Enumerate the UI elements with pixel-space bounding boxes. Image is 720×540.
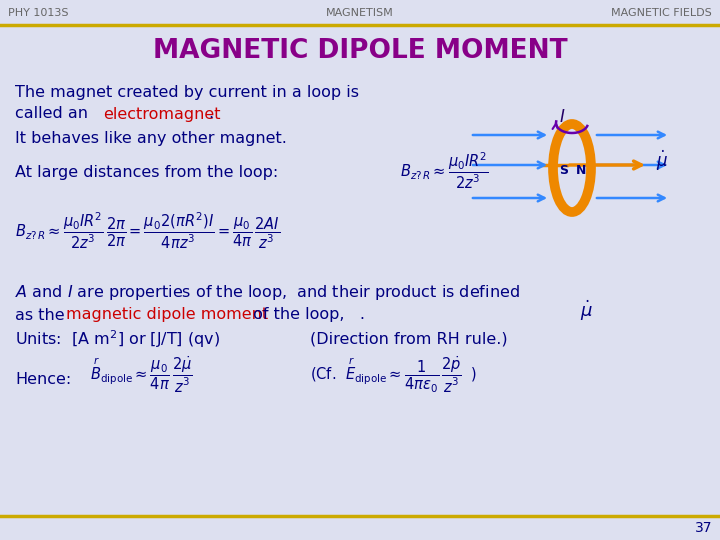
Text: $\dot{\mu}$: $\dot{\mu}$ — [656, 149, 668, 173]
Text: as the: as the — [15, 307, 70, 322]
Text: MAGNETISM: MAGNETISM — [326, 8, 394, 18]
Text: of the loop,   .: of the loop, . — [248, 307, 365, 322]
Text: Units:  [A m$^2$] or [J/T] (qv): Units: [A m$^2$] or [J/T] (qv) — [15, 328, 220, 350]
Text: $B_{z?\,R} \approx \dfrac{\mu_0 IR^2}{2z^3}\,\dfrac{2\pi}{2\pi} = \dfrac{\mu_0 2: $B_{z?\,R} \approx \dfrac{\mu_0 IR^2}{2z… — [15, 211, 280, 252]
Text: MAGNETIC FIELDS: MAGNETIC FIELDS — [611, 8, 712, 18]
Text: 37: 37 — [695, 521, 712, 535]
Text: $\overset{r}{B}_{\mathrm{dipole}} \approx \dfrac{\mu_0}{4\pi}\,\dfrac{2\dot{\mu}: $\overset{r}{B}_{\mathrm{dipole}} \appro… — [90, 355, 193, 395]
Text: $I$: $I$ — [559, 108, 565, 126]
Text: $A$ and $I$ are properties of the loop,  and their product is defined: $A$ and $I$ are properties of the loop, … — [15, 284, 520, 302]
Text: N: N — [576, 164, 586, 177]
Text: called an: called an — [15, 106, 93, 122]
Text: It behaves like any other magnet.: It behaves like any other magnet. — [15, 131, 287, 145]
Text: magnetic dipole moment: magnetic dipole moment — [66, 307, 268, 322]
Text: S: S — [559, 164, 569, 177]
Text: .: . — [208, 106, 213, 122]
Text: (Cf.  $\overset{r}{E}_{\mathrm{dipole}} \approx \dfrac{1}{4\pi\varepsilon_0}\,\d: (Cf. $\overset{r}{E}_{\mathrm{dipole}} \… — [310, 355, 477, 395]
Text: $\dot{\mu}$: $\dot{\mu}$ — [580, 299, 593, 323]
Text: The magnet created by current in a loop is: The magnet created by current in a loop … — [15, 84, 359, 99]
Text: (Direction from RH rule.): (Direction from RH rule.) — [310, 332, 508, 347]
Text: $B_{z?\,R} \approx \dfrac{\mu_0 IR^2}{2z^3}$: $B_{z?\,R} \approx \dfrac{\mu_0 IR^2}{2z… — [400, 151, 489, 192]
Text: electromagnet: electromagnet — [103, 106, 220, 122]
Text: At large distances from the loop:: At large distances from the loop: — [15, 165, 278, 180]
Text: PHY 1013S: PHY 1013S — [8, 8, 68, 18]
Text: Hence:: Hence: — [15, 372, 71, 387]
Text: MAGNETIC DIPOLE MOMENT: MAGNETIC DIPOLE MOMENT — [153, 38, 567, 64]
